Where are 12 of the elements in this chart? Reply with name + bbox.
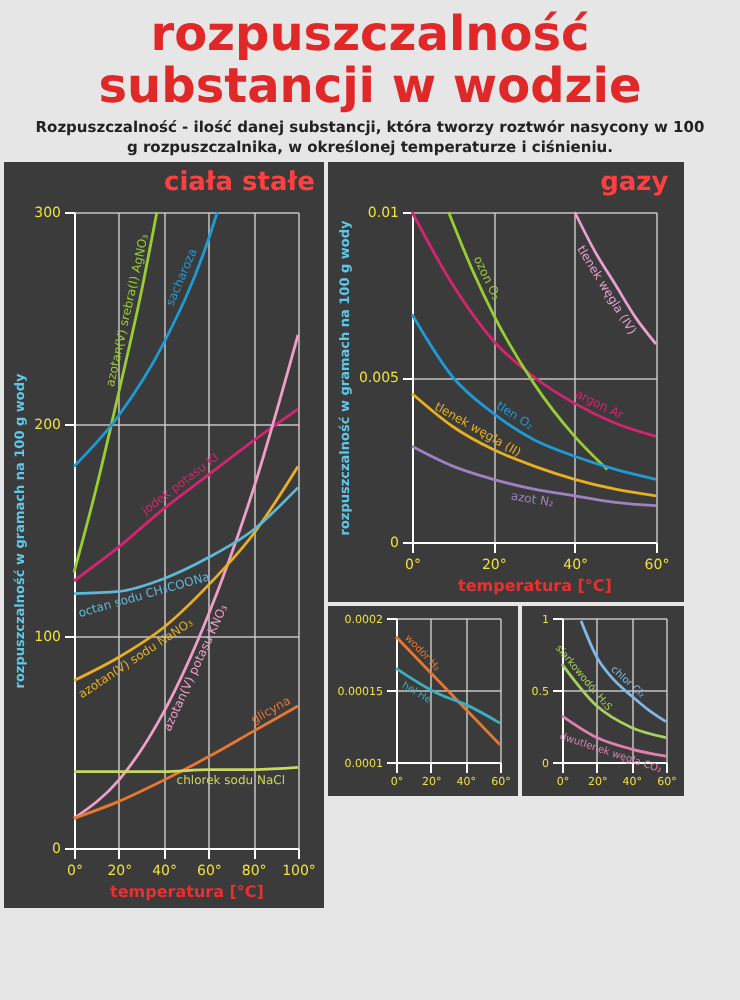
x-axis-title: temperatura [°C]	[458, 577, 612, 595]
line-series	[410, 312, 658, 481]
line-series	[72, 210, 219, 468]
line-series	[410, 444, 658, 508]
line-series	[394, 635, 502, 747]
x-axis-title: temperatura [°C]	[110, 883, 264, 901]
line-series	[72, 333, 300, 820]
chart-title: ciała stałe	[163, 168, 316, 198]
line-series	[573, 210, 658, 346]
line-series	[394, 667, 502, 725]
text: rozpuszczalność substancji w wodzie	[96, 6, 644, 114]
chart-title: gazy	[600, 168, 670, 198]
